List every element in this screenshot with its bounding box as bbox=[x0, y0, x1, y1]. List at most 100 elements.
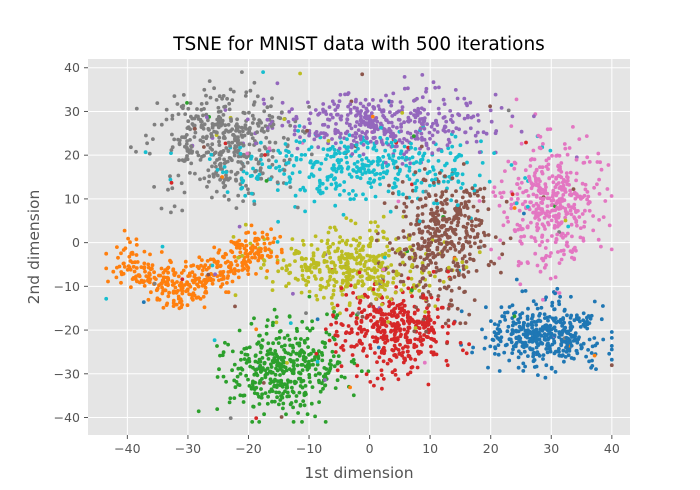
scatter-point bbox=[609, 194, 614, 198]
scatter-point bbox=[431, 251, 436, 256]
scatter-point bbox=[285, 333, 290, 338]
scatter-point bbox=[202, 305, 207, 310]
scatter-point bbox=[413, 326, 418, 330]
scatter-point bbox=[388, 312, 393, 317]
scatter-point bbox=[357, 300, 362, 305]
scatter-point bbox=[230, 127, 235, 132]
scatter-point bbox=[338, 92, 343, 97]
scatter-point bbox=[190, 270, 195, 275]
scatter-point bbox=[512, 166, 517, 171]
scatter-point bbox=[547, 210, 552, 215]
scatter-point bbox=[271, 320, 275, 325]
scatter-point bbox=[355, 174, 359, 179]
scatter-point bbox=[405, 345, 410, 349]
scatter-point bbox=[365, 354, 369, 358]
scatter-point bbox=[330, 137, 334, 141]
scatter-point bbox=[363, 170, 367, 175]
scatter-point bbox=[300, 420, 304, 424]
scatter-point bbox=[213, 272, 218, 277]
scatter-point bbox=[400, 301, 404, 306]
scatter-point bbox=[217, 135, 222, 140]
scatter-point bbox=[331, 288, 336, 293]
scatter-point bbox=[422, 360, 427, 365]
scatter-point bbox=[277, 336, 282, 340]
scatter-point bbox=[363, 259, 368, 264]
scatter-point bbox=[421, 177, 426, 182]
scatter-point bbox=[348, 110, 353, 115]
scatter-point bbox=[263, 391, 268, 395]
scatter-point bbox=[255, 130, 259, 135]
scatter-point bbox=[343, 279, 348, 283]
scatter-point bbox=[242, 357, 247, 361]
scatter-point bbox=[585, 197, 589, 202]
scatter-point bbox=[407, 326, 412, 330]
scatter-point bbox=[481, 130, 486, 135]
scatter-point bbox=[364, 315, 369, 320]
scatter-point bbox=[525, 314, 530, 319]
scatter-point bbox=[201, 139, 205, 144]
scatter-point bbox=[202, 122, 207, 127]
scatter-point bbox=[257, 420, 262, 424]
scatter-point bbox=[331, 168, 336, 172]
scatter-point bbox=[362, 327, 367, 332]
scatter-point bbox=[390, 144, 395, 149]
scatter-point bbox=[555, 349, 559, 354]
scatter-point bbox=[308, 159, 313, 164]
scatter-point bbox=[343, 339, 348, 343]
scatter-point bbox=[243, 123, 248, 128]
scatter-point bbox=[460, 195, 465, 200]
scatter-point bbox=[218, 177, 223, 182]
scatter-point bbox=[396, 348, 401, 352]
scatter-point bbox=[333, 127, 338, 132]
scatter-point bbox=[314, 159, 319, 164]
scatter-point bbox=[168, 177, 173, 182]
scatter-point bbox=[381, 235, 386, 240]
scatter-point bbox=[226, 149, 231, 153]
scatter-point bbox=[450, 303, 454, 308]
scatter-point bbox=[549, 365, 554, 370]
scatter-point bbox=[381, 170, 386, 175]
data-points bbox=[104, 70, 614, 424]
scatter-point bbox=[236, 255, 241, 260]
scatter-point bbox=[276, 219, 280, 224]
scatter-point bbox=[477, 218, 481, 222]
scatter-point bbox=[548, 148, 553, 153]
scatter-point bbox=[539, 305, 544, 310]
scatter-point bbox=[355, 120, 359, 124]
scatter-point bbox=[258, 350, 263, 355]
scatter-point bbox=[111, 269, 116, 274]
scatter-point bbox=[356, 128, 361, 133]
scatter-point bbox=[242, 153, 246, 157]
scatter-point bbox=[444, 232, 449, 237]
scatter-point bbox=[250, 173, 254, 178]
scatter-point bbox=[353, 135, 358, 140]
scatter-point bbox=[345, 160, 349, 165]
scatter-point bbox=[236, 193, 241, 198]
scatter-point bbox=[417, 331, 422, 336]
scatter-point bbox=[251, 404, 256, 409]
scatter-point bbox=[299, 157, 303, 162]
y-axis-label: 2nd dimension bbox=[25, 190, 43, 305]
scatter-point bbox=[192, 135, 197, 139]
scatter-point bbox=[534, 345, 539, 350]
scatter-point bbox=[437, 278, 442, 283]
scatter-point bbox=[351, 189, 355, 193]
scatter-point bbox=[303, 384, 308, 388]
scatter-point bbox=[340, 281, 345, 285]
scatter-point bbox=[550, 194, 555, 199]
scatter-point bbox=[412, 329, 417, 334]
scatter-point bbox=[236, 268, 241, 273]
scatter-point bbox=[511, 347, 515, 352]
scatter-point bbox=[456, 220, 461, 225]
scatter-point bbox=[335, 378, 340, 383]
scatter-point bbox=[434, 119, 438, 123]
scatter-point bbox=[448, 246, 453, 251]
scatter-point bbox=[467, 312, 472, 317]
scatter-point bbox=[375, 159, 380, 164]
scatter-point bbox=[544, 295, 548, 300]
scatter-point bbox=[561, 186, 566, 191]
scatter-point bbox=[155, 296, 160, 301]
scatter-point bbox=[421, 296, 425, 300]
scatter-point bbox=[159, 122, 164, 127]
scatter-point bbox=[216, 105, 221, 110]
